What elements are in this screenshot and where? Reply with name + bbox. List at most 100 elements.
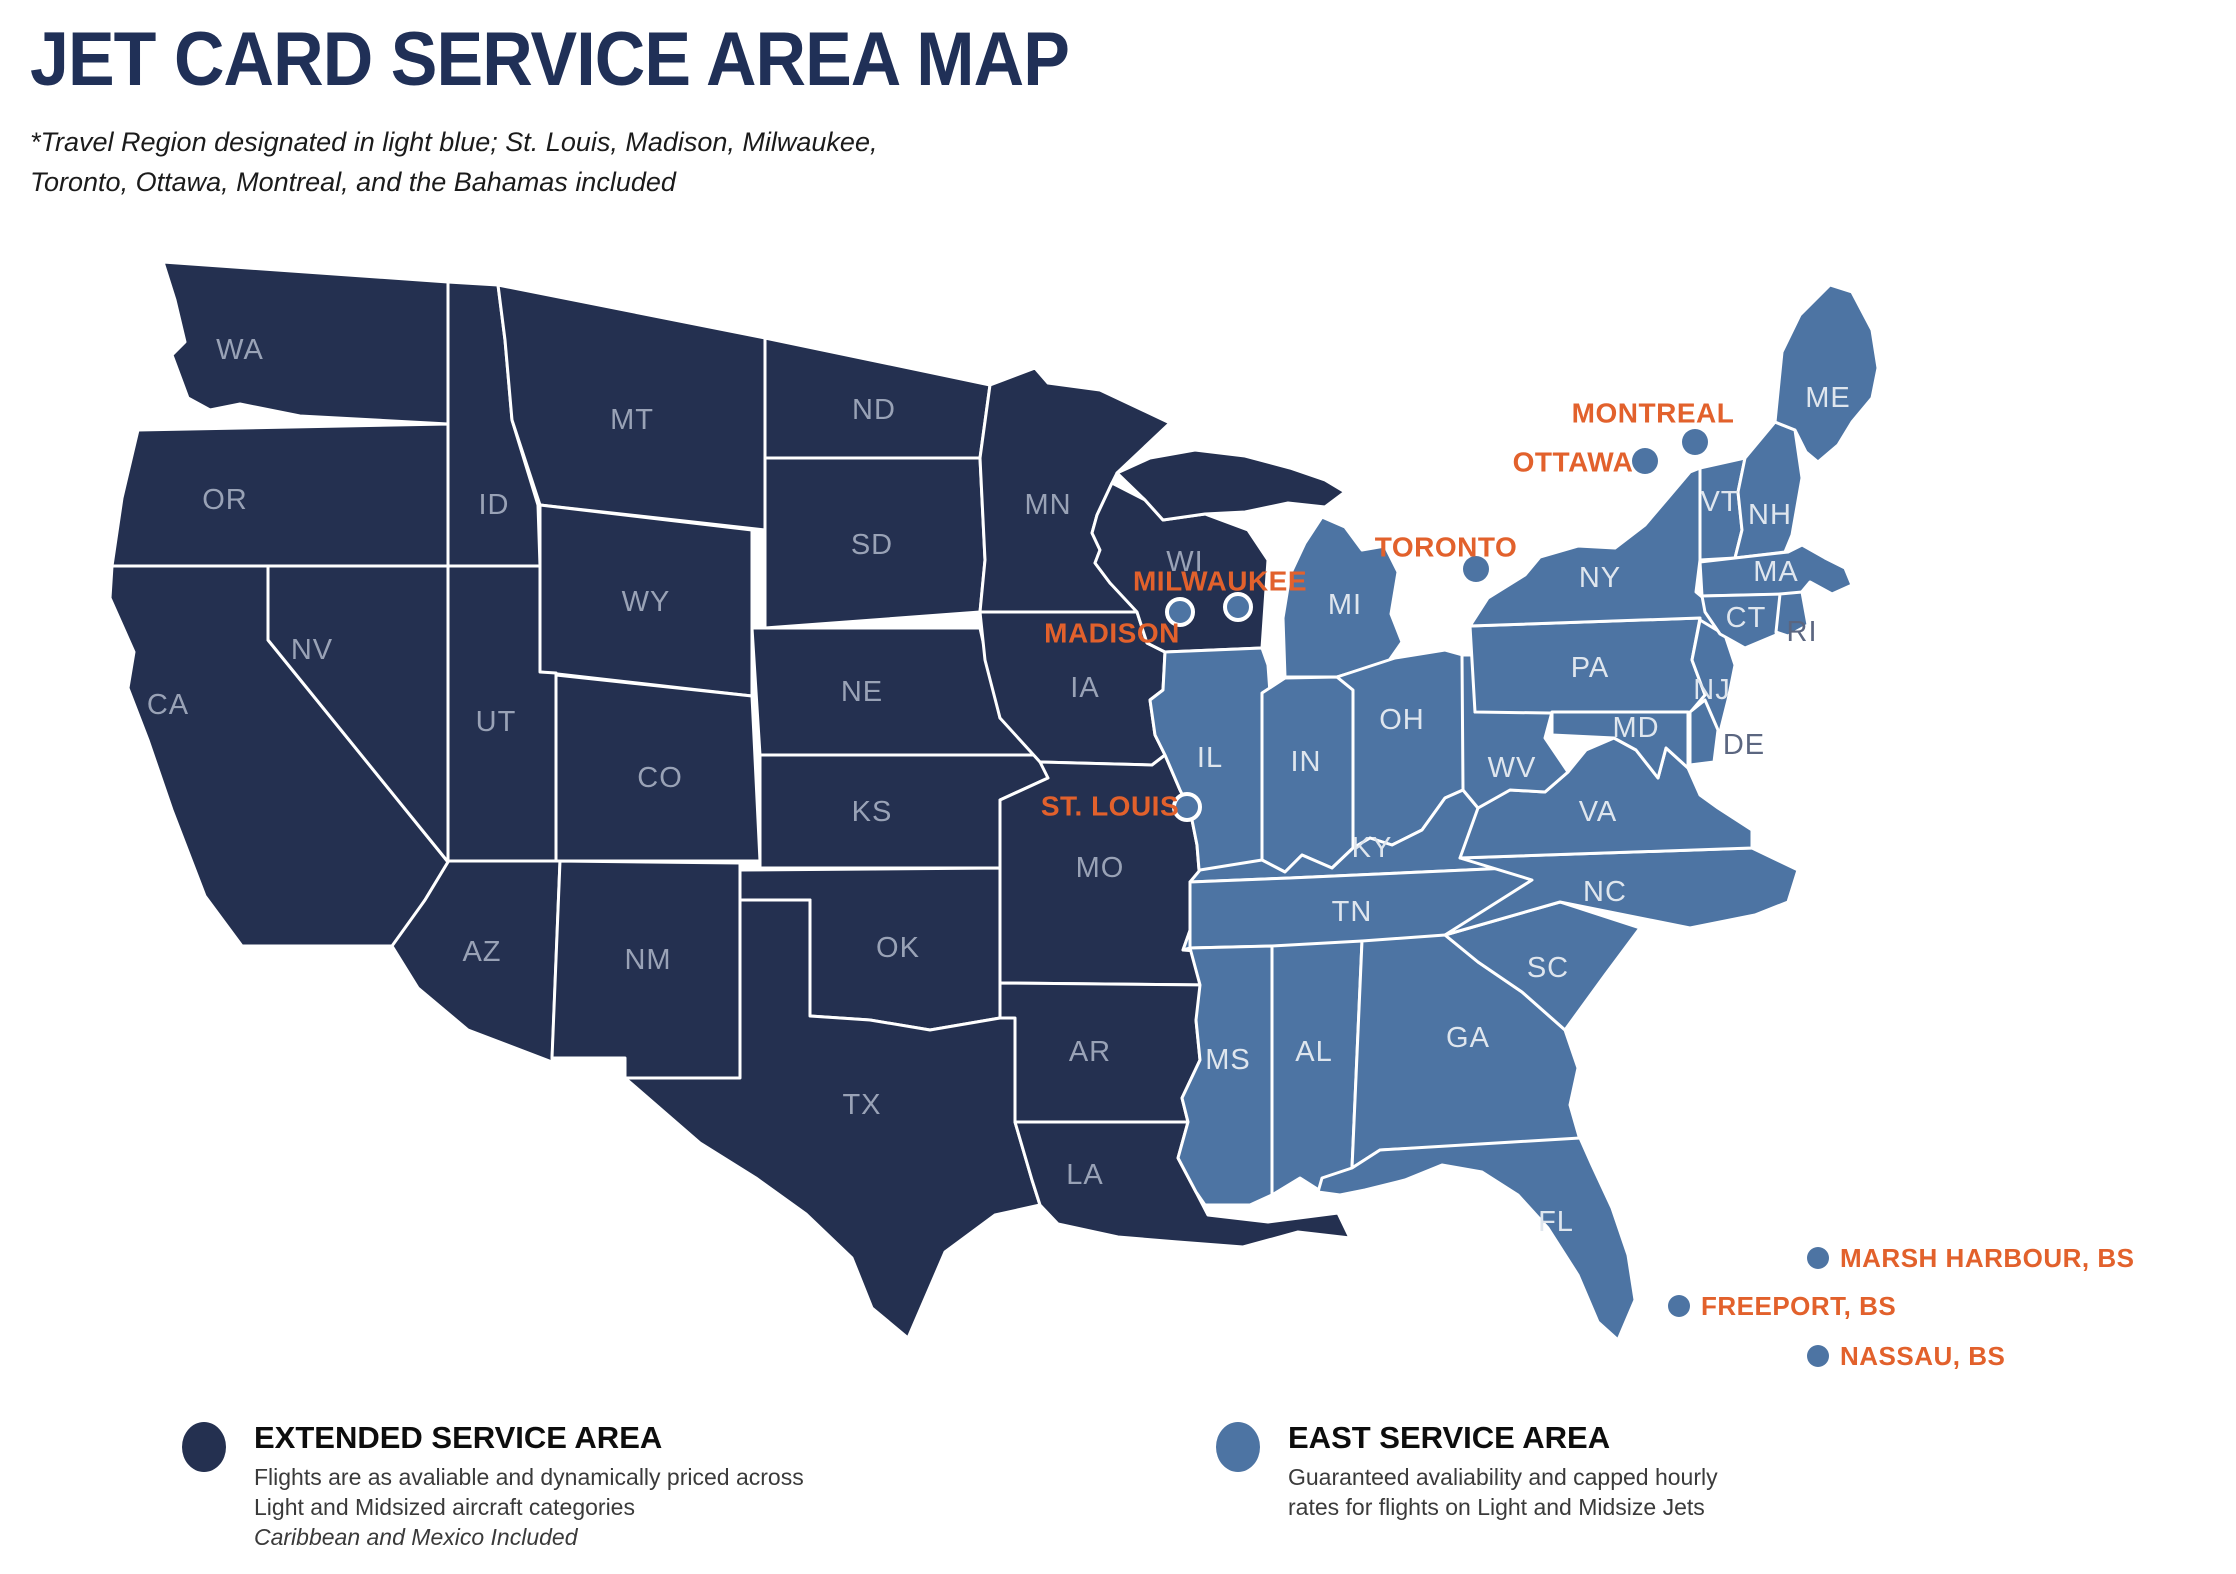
- toronto-dot: [1463, 556, 1489, 582]
- state-az-label: AZ: [462, 936, 501, 968]
- state-ma-label: MA: [1753, 556, 1799, 588]
- east-service-area-legend: EAST SERVICE AREA Guaranteed avaliabilit…: [1216, 1420, 1856, 1570]
- state-fl-label: FL: [1538, 1206, 1574, 1238]
- state-ut-label: UT: [476, 706, 517, 738]
- state-fl-shape: [1316, 1136, 1637, 1342]
- ottawa-label: OTTAWA: [1513, 447, 1634, 478]
- extended-service-area-title: EXTENDED SERVICE AREA: [254, 1420, 663, 1455]
- state-tx-label: TX: [842, 1089, 881, 1121]
- state-or-shape: [110, 422, 450, 568]
- state-mt-label: MT: [610, 404, 654, 436]
- state-md-label: MD: [1612, 712, 1659, 744]
- state-il-label: IL: [1197, 742, 1223, 774]
- state-nh-shape: [1733, 420, 1804, 560]
- extended-legend-line-1: Flights are as avaliable and dynamically…: [254, 1464, 804, 1490]
- state-mn-label: MN: [1024, 489, 1071, 521]
- state-nd-label: ND: [852, 394, 896, 426]
- state-nj-label: NJ: [1693, 674, 1730, 706]
- state-nv-label: NV: [291, 634, 333, 666]
- state-wa-label: WA: [216, 334, 264, 366]
- state-ok-label: OK: [876, 932, 920, 964]
- state-md-shape: [1550, 710, 1690, 780]
- east-service-area-title: EAST SERVICE AREA: [1288, 1420, 1611, 1455]
- milwaukee-dot: [1223, 592, 1253, 622]
- state-ks-label: KS: [852, 796, 893, 828]
- state-me-label: ME: [1805, 382, 1851, 414]
- freeport-dot: [1668, 1295, 1690, 1317]
- state-ar-label: AR: [1069, 1036, 1111, 1068]
- state-de-shape: [1688, 698, 1720, 767]
- marsh-harbour-dot: [1807, 1247, 1829, 1269]
- state-ct-label: CT: [1726, 602, 1767, 634]
- state-labels: WA OR CA NV ID MT WY UT CO AZ NM ND SD N…: [147, 334, 1851, 1238]
- state-mo-label: MO: [1076, 852, 1125, 884]
- east-legend-line-2: rates for flights on Light and Midsize J…: [1288, 1494, 1705, 1520]
- state-ne-label: NE: [841, 676, 883, 708]
- state-tn-label: TN: [1332, 896, 1373, 928]
- state-in-label: IN: [1291, 746, 1322, 778]
- madison-label: MADISON: [1044, 618, 1180, 649]
- state-ms-label: MS: [1205, 1044, 1251, 1076]
- state-ri-label: RI: [1787, 616, 1818, 648]
- state-wi-label: WI: [1166, 546, 1203, 578]
- state-me-shape: [1773, 283, 1880, 464]
- east-legend-line-1: Guaranteed avaliability and capped hourl…: [1288, 1464, 1718, 1490]
- state-id-label: ID: [479, 489, 510, 521]
- state-mi-label: MI: [1328, 589, 1362, 621]
- state-al-label: AL: [1295, 1036, 1332, 1068]
- state-nc-label: NC: [1583, 876, 1627, 908]
- state-sc-label: SC: [1527, 952, 1569, 984]
- nassau-dot: [1807, 1345, 1829, 1367]
- state-ca-label: CA: [147, 689, 189, 721]
- extended-service-area-text: EXTENDED SERVICE AREA Flights are as ava…: [254, 1420, 804, 1552]
- state-wy-label: WY: [622, 586, 671, 618]
- toronto-label: TORONTO: [1375, 532, 1517, 563]
- state-la-label: LA: [1066, 1159, 1103, 1191]
- state-ky-label: KY: [1352, 832, 1393, 864]
- milwaukee-label: MILWAUKEE: [1133, 566, 1307, 597]
- page-title: JET CARD SERVICE AREA MAP: [30, 17, 1070, 102]
- state-mi-up-shape: [1115, 448, 1347, 522]
- state-ny-label: NY: [1579, 562, 1621, 594]
- subtitle-line-2: Toronto, Ottawa, Montreal, and the Baham…: [30, 167, 676, 197]
- state-vt-label: VT: [1700, 486, 1739, 518]
- montreal-label: MONTREAL: [1572, 398, 1735, 429]
- state-co-label: CO: [637, 762, 683, 794]
- montreal-dot: [1682, 429, 1708, 455]
- extended-service-area-swatch: [182, 1422, 226, 1472]
- state-wa-shape: [161, 260, 450, 426]
- state-pa-label: PA: [1571, 652, 1610, 684]
- state-nc-shape: [1443, 846, 1800, 937]
- subtitle-note: *Travel Region designated in light blue;…: [30, 122, 877, 202]
- subtitle-line-1: *Travel Region designated in light blue;…: [30, 127, 878, 157]
- state-ia-label: IA: [1070, 672, 1099, 704]
- east-service-area-swatch: [1216, 1422, 1260, 1472]
- madison-dot: [1165, 597, 1195, 627]
- state-sd-label: SD: [851, 529, 893, 561]
- state-or-label: OR: [202, 484, 248, 516]
- state-tx-shape: [623, 898, 1042, 1340]
- extended-legend-line-3: Caribbean and Mexico Included: [254, 1524, 578, 1550]
- state-va-label: VA: [1579, 796, 1618, 828]
- st-louis-dot: [1172, 792, 1202, 822]
- extended-service-area-legend: EXTENDED SERVICE AREA Flights are as ava…: [182, 1420, 882, 1570]
- state-nm-label: NM: [624, 944, 671, 976]
- city-dots: [1165, 429, 1829, 1367]
- state-shapes: [108, 260, 1880, 1342]
- st-louis-label: ST. LOUIS: [1041, 791, 1179, 822]
- state-nh-label: NH: [1748, 499, 1792, 531]
- state-ga-label: GA: [1446, 1022, 1490, 1054]
- state-wv-label: WV: [1488, 752, 1537, 784]
- state-oh-label: OH: [1379, 704, 1425, 736]
- east-service-area-text: EAST SERVICE AREA Guaranteed avaliabilit…: [1288, 1420, 1718, 1522]
- nassau-label: NASSAU, BS: [1840, 1341, 2005, 1371]
- freeport-label: FREEPORT, BS: [1701, 1291, 1896, 1321]
- marsh-harbour-label: MARSH HARBOUR, BS: [1840, 1243, 2135, 1273]
- extended-legend-line-2: Light and Midsized aircraft categories: [254, 1494, 635, 1520]
- state-ri-shape: [1774, 590, 1810, 638]
- state-de-label: DE: [1723, 729, 1765, 761]
- city-labels: MONTREAL OTTAWA TORONTO MILWAUKEE MADISO…: [1041, 398, 2135, 1372]
- state-sc-shape: [1443, 900, 1642, 1032]
